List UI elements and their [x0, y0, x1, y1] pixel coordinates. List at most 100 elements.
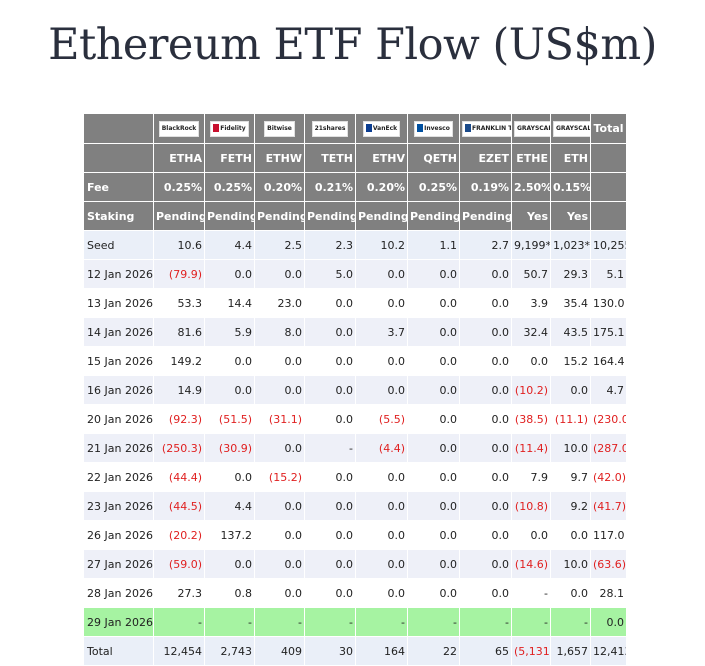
row-date: 21 Jan 2026 — [83, 433, 154, 463]
flow-cell: 53.3 — [153, 288, 205, 318]
row-total-cell: 10,255 — [590, 230, 627, 260]
flow-cell: 0.0 — [304, 549, 356, 579]
provider-logo-text: 21shares — [314, 124, 346, 132]
total-column-blank — [590, 201, 627, 231]
provider-logo-text: GRAYSCALE — [517, 124, 550, 132]
provider-logo-text: BlackRock — [161, 124, 197, 132]
flow-cell: 0.0 — [511, 346, 551, 376]
flow-cell: - — [153, 607, 205, 637]
flow-cell: (79.9) — [153, 259, 205, 289]
grayscale-logo-badge: GRAYSCALE — [553, 120, 590, 137]
provider-logo-text: Bitwise — [267, 124, 292, 132]
table-row: 14 Jan 2026 81.6 5.9 8.0 0.0 3.7 0.0 0.0 32.4 43.… — [83, 317, 627, 347]
grayscale-logo: GRAYSCALE — [550, 113, 591, 144]
blackrock-logo-badge: BlackRock — [158, 120, 200, 137]
flow-cell: 0.0 — [407, 259, 460, 289]
page-title: Ethereum ETF Flow (US$m) — [48, 20, 657, 70]
flow-cell: 0.0 — [254, 520, 305, 550]
flow-cell: (30.9) — [204, 433, 255, 463]
row-total-cell: 5.1 — [590, 259, 627, 289]
bitwise-logo-badge: Bitwise — [264, 120, 295, 137]
flow-cell: 43.5 — [550, 317, 591, 347]
flow-cell: 1,657 — [550, 636, 591, 666]
staking-cell: Pending — [355, 201, 408, 231]
total-column-blank — [590, 143, 627, 173]
flow-cell: (11.1) — [550, 404, 591, 434]
franklin-templeton-logo-badge: FRANKLIN TEMPLETON — [462, 120, 511, 137]
ticker-cell: FETH — [204, 143, 255, 173]
flow-cell: 0.0 — [254, 375, 305, 405]
flow-cell: 164 — [355, 636, 408, 666]
flow-cell: 0.0 — [204, 346, 255, 376]
flow-cell: (250.3) — [153, 433, 205, 463]
flow-cell: - — [254, 607, 305, 637]
fee-cell: 0.19% — [459, 172, 512, 202]
flow-cell: 0.0 — [407, 317, 460, 347]
flow-cell: 0.0 — [511, 520, 551, 550]
row-date: 26 Jan 2026 — [83, 520, 154, 550]
table-row: 12 Jan 2026 (79.9) 0.0 0.0 5.0 0.0 0.0 0.0 50.7 2… — [83, 259, 627, 289]
flow-cell: (20.2) — [153, 520, 205, 550]
flow-cell: 0.0 — [459, 433, 512, 463]
staking-cell: Pending — [407, 201, 460, 231]
fidelity-logo: Fidelity — [204, 113, 255, 144]
row-total-cell: 28.1 — [590, 578, 627, 608]
flow-cell: 0.0 — [355, 549, 408, 579]
ticker-cell: ETHV — [355, 143, 408, 173]
fee-cell: 0.25% — [153, 172, 205, 202]
flow-cell: 0.0 — [204, 549, 255, 579]
flow-cell: - — [304, 607, 356, 637]
fee-label: Fee — [83, 172, 154, 202]
flow-cell: - — [459, 607, 512, 637]
provider-logo-row: BlackRock Fidelity Bitwise 21shares VanEck In… — [83, 113, 627, 144]
ticker-row: ETHA FETH ETHW TETH ETHV QETH EZET ETHE ETH — [83, 143, 627, 173]
row-date: 15 Jan 2026 — [83, 346, 154, 376]
brand-mark-icon — [417, 124, 424, 132]
total-column-header: Total — [590, 113, 627, 144]
flow-cell: (44.4) — [153, 462, 205, 492]
flow-cell: 0.0 — [407, 288, 460, 318]
flow-cell: - — [511, 607, 551, 637]
brand-mark-icon — [365, 124, 372, 132]
provider-logo-text: FRANKLIN TEMPLETON — [472, 124, 511, 132]
flow-cell: (92.3) — [153, 404, 205, 434]
flow-cell: 0.0 — [407, 491, 460, 521]
table-row: 28 Jan 2026 27.3 0.8 0.0 0.0 0.0 0.0 0.0-0.0 28.… — [83, 578, 627, 608]
blackrock-logo: BlackRock — [153, 113, 205, 144]
flow-cell: 0.0 — [355, 578, 408, 608]
ticker-cell: ETH — [550, 143, 591, 173]
flow-cell: 9.2 — [550, 491, 591, 521]
flow-cell: 0.0 — [304, 346, 356, 376]
flow-cell: 0.0 — [254, 549, 305, 579]
bitwise-logo: Bitwise — [254, 113, 305, 144]
flow-cell: 4.4 — [204, 491, 255, 521]
21shares-logo: 21shares — [304, 113, 356, 144]
flow-cell: 65 — [459, 636, 512, 666]
provider-logo-text: GRAYSCALE — [556, 124, 590, 132]
flow-cell: 0.0 — [204, 259, 255, 289]
flow-cell: 10.0 — [550, 433, 591, 463]
row-total-cell: (230.0) — [590, 404, 627, 434]
ticker-cell: ETHW — [254, 143, 305, 173]
flow-cell: 1.1 — [407, 230, 460, 260]
flow-cell: 9.7 — [550, 462, 591, 492]
row-total-cell: 130.0 — [590, 288, 627, 318]
flow-cell: (10.2) — [511, 375, 551, 405]
row-date: 13 Jan 2026 — [83, 288, 154, 318]
flow-cell: 0.0 — [355, 491, 408, 521]
flow-cell: 0.0 — [254, 259, 305, 289]
staking-cell: Yes — [511, 201, 551, 231]
flow-cell: 0.0 — [550, 520, 591, 550]
row-total-cell: 164.4 — [590, 346, 627, 376]
flow-cell: 10.6 — [153, 230, 205, 260]
flow-cell: 0.0 — [304, 462, 356, 492]
flow-cell: 0.0 — [304, 520, 356, 550]
seed-row: Seed 10.6 4.4 2.5 2.3 10.2 1.1 2.7 9,199* 1,023* 1… — [83, 230, 627, 260]
grayscale-logo-badge: GRAYSCALE — [514, 120, 550, 137]
flow-cell: (5.5) — [355, 404, 408, 434]
flow-cell: 8.0 — [254, 317, 305, 347]
row-date: 14 Jan 2026 — [83, 317, 154, 347]
flow-cell: 0.0 — [204, 462, 255, 492]
row-total-cell: 0.0 — [590, 607, 627, 637]
flow-cell: 0.0 — [254, 578, 305, 608]
